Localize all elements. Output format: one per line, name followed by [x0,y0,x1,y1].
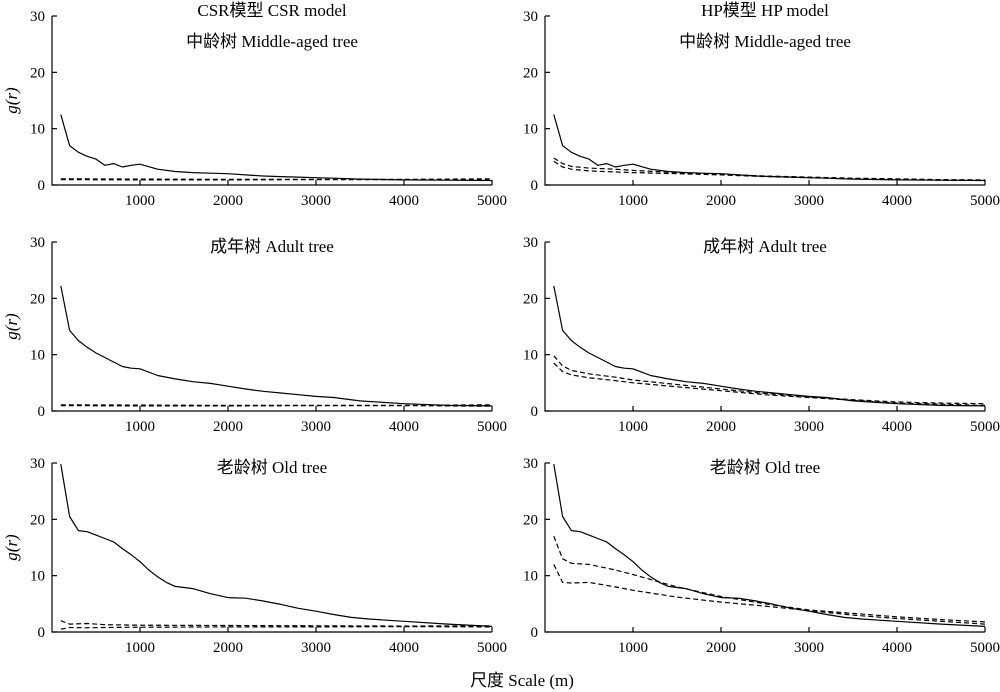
observed-line [553,285,986,407]
chart-panel-5: 0 10 20 30 1000 2000 3000 4000 5000 老龄树 Old tree g… [2,456,507,656]
x-tick-label: 2000 [706,193,736,209]
envelope-line-2 [60,625,493,630]
panel-title: CSR模型 CSR model [197,1,347,20]
x-tick-label: 2000 [213,640,243,656]
envelope-line-1 [553,355,986,405]
y-tick-label: 20 [30,512,45,528]
chart-panel-2: 0 10 20 30 1000 2000 3000 4000 5000 HP模型 HP model… [523,1,1000,209]
x-tick-label: 1000 [125,193,155,209]
axes-frame [51,463,492,633]
x-tick-label: 4000 [882,640,912,656]
observed-line [60,464,493,627]
x-tick-label: 5000 [477,193,507,209]
x-tick-label: 3000 [301,640,331,656]
x-tick-label: 1000 [618,419,648,435]
observed-line [60,114,493,182]
y-tick-label: 20 [523,65,538,81]
x-tick-label: 3000 [301,419,331,435]
y-tick-label: 20 [523,512,538,528]
panel-subtitle: 老龄树 Old tree [710,458,820,477]
axes-frame [544,242,985,412]
x-tick-label: 1000 [125,640,155,656]
envelope-line-1 [60,620,493,627]
x-tick-label: 2000 [213,193,243,209]
x-tick-label: 5000 [970,193,1000,209]
y-tick-label: 10 [523,569,538,585]
x-tick-label: 4000 [389,419,419,435]
y-tick-label: 10 [30,569,45,585]
x-tick-label: 5000 [970,640,1000,656]
axes-frame [51,242,492,412]
x-tick-label: 2000 [213,419,243,435]
y-tick-label: 30 [523,9,538,25]
y-tick-label: 10 [30,348,45,364]
x-tick-label: 3000 [794,193,824,209]
observed-line [553,464,986,627]
x-tick-label: 4000 [389,193,419,209]
panel-subtitle: 成年树 Adult tree [210,237,334,256]
chart-panel-6: 0 10 20 30 1000 2000 3000 4000 5000 老龄树 Old tree [523,456,1000,656]
y-tick-label: 10 [30,122,45,138]
x-tick-label: 3000 [794,419,824,435]
chart-panel-3: 0 10 20 30 1000 2000 3000 4000 5000 成年树 Adult tre… [2,235,507,435]
chart-panel-4: 0 10 20 30 1000 2000 3000 4000 5000 成年树 Adult tre… [523,235,1000,435]
y-tick-label: 10 [523,348,538,364]
y-axis-label: g(r) [2,534,21,561]
envelope-line-2 [553,160,986,182]
x-tick-label: 1000 [125,419,155,435]
x-tick-label: 5000 [477,640,507,656]
panel-subtitle: 老龄树 Old tree [217,458,327,477]
y-tick-label: 30 [30,235,45,251]
x-tick-label: 4000 [389,640,419,656]
y-tick-label: 20 [523,291,538,307]
x-tick-label: 3000 [794,640,824,656]
panel-subtitle: 中龄树 Middle-aged tree [679,32,851,51]
observed-line [553,114,986,182]
y-tick-label: 0 [531,625,539,641]
x-tick-label: 4000 [882,419,912,435]
x-tick-label: 1000 [618,640,648,656]
y-tick-label: 0 [38,178,46,194]
x-tick-label: 5000 [477,419,507,435]
y-tick-label: 30 [523,456,538,472]
envelope-line-1 [553,535,986,623]
envelope-line-2 [60,179,493,181]
x-tick-label: 4000 [882,193,912,209]
y-tick-label: 0 [531,178,539,194]
x-tick-label: 3000 [301,193,331,209]
observed-line [60,285,493,407]
y-axis-label: g(r) [2,313,21,340]
envelope-line-2 [553,564,986,625]
y-tick-label: 30 [30,456,45,472]
y-tick-label: 0 [38,625,46,641]
y-tick-label: 10 [523,122,538,138]
chart-panel-1: 0 10 20 30 1000 2000 3000 4000 5000 CSR模型 CSR mod… [2,1,507,209]
y-tick-label: 0 [531,404,539,420]
x-tick-label: 2000 [706,640,736,656]
y-tick-label: 20 [30,65,45,81]
envelope-line-2 [553,362,986,406]
y-tick-label: 30 [30,9,45,25]
panel-subtitle: 中龄树 Middle-aged tree [186,32,358,51]
x-tick-label: 2000 [706,419,736,435]
x-tick-label: 5000 [970,419,1000,435]
envelope-line-2 [60,405,493,407]
panel-subtitle: 成年树 Adult tree [703,237,827,256]
y-axis-label: g(r) [2,87,21,114]
x-tick-label: 1000 [618,193,648,209]
panel-title: HP模型 HP model [701,1,829,20]
y-tick-label: 30 [523,235,538,251]
x-axis-label: 尺度 Scale (m) [470,671,574,690]
y-tick-label: 0 [38,404,46,420]
y-tick-label: 20 [30,291,45,307]
